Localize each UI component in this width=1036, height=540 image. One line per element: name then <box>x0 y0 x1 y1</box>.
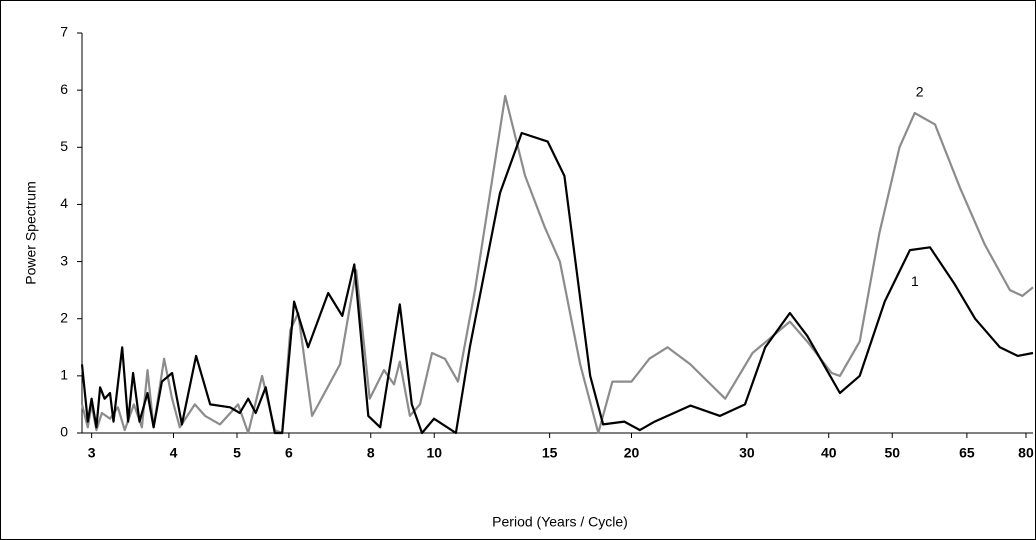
y-tick-label: 1 <box>60 367 68 383</box>
y-tick-label: 0 <box>60 424 68 440</box>
y-tick-label: 5 <box>60 138 68 154</box>
series-line <box>80 131 1034 435</box>
y-tick-label: 7 <box>60 24 68 40</box>
y-axis-label: Power Spectrum <box>23 181 39 284</box>
y-tick-label: 4 <box>60 195 68 211</box>
x-tick-label: 50 <box>884 445 900 461</box>
series-label: 2 <box>916 84 924 100</box>
x-tick-label: 8 <box>367 445 375 461</box>
y-tick-label: 3 <box>60 252 68 268</box>
x-tick-label: 65 <box>959 445 975 461</box>
y-tick-label: 6 <box>60 81 68 97</box>
x-tick-label: 80 <box>1018 445 1034 461</box>
x-tick-label: 15 <box>542 445 558 461</box>
x-axis-label: Period (Years / Cycle) <box>492 514 628 530</box>
y-tick-label: 2 <box>60 309 68 325</box>
x-tick-label: 20 <box>624 445 640 461</box>
x-tick-label: 40 <box>821 445 837 461</box>
series-line <box>80 94 1034 435</box>
x-tick-label: 6 <box>285 445 293 461</box>
x-tick-label: 30 <box>739 445 755 461</box>
series-label: 1 <box>911 273 919 289</box>
x-tick-label: 3 <box>88 445 96 461</box>
x-tick-label: 5 <box>233 445 241 461</box>
x-tick-label: 4 <box>170 445 178 461</box>
x-tick-label: 10 <box>426 445 442 461</box>
